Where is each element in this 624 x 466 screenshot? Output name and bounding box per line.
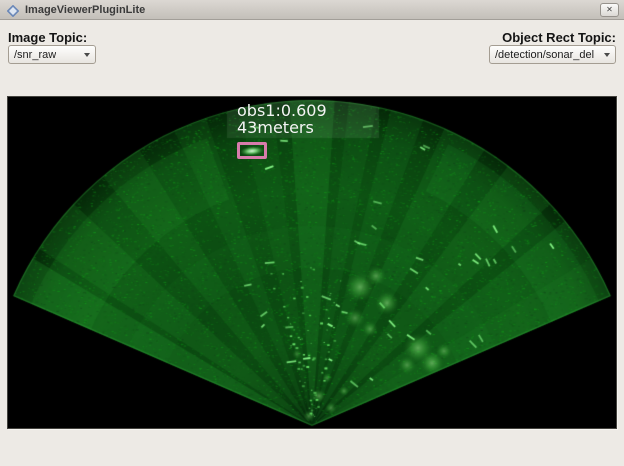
window-titlebar[interactable]: ImageViewerPluginLite ✕ bbox=[0, 0, 624, 20]
detection-range-text: 43meters bbox=[237, 118, 314, 137]
window-title: ImageViewerPluginLite bbox=[25, 3, 146, 16]
image-topic-dropdown[interactable]: /snr_raw bbox=[8, 45, 96, 64]
chevron-down-icon bbox=[84, 52, 90, 57]
close-button[interactable]: ✕ bbox=[600, 3, 619, 17]
object-rect-topic-value: /detection/sonar_del bbox=[495, 48, 595, 61]
object-rect-topic-label: Object Rect Topic: bbox=[502, 30, 616, 45]
image-topic-value: /snr_raw bbox=[14, 48, 57, 61]
object-rect-topic-dropdown[interactable]: /detection/sonar_del bbox=[489, 45, 616, 64]
detection-bounding-box bbox=[237, 142, 267, 159]
sonar-image bbox=[8, 97, 616, 428]
window-icon bbox=[6, 4, 20, 17]
sonar-panel: obs1:0.609 43meters bbox=[7, 96, 617, 429]
chevron-down-icon bbox=[604, 52, 610, 57]
detection-annotation: obs1:0.609 43meters bbox=[237, 102, 327, 136]
detection-confidence-text: obs1:0.609 bbox=[237, 101, 327, 120]
close-icon: ✕ bbox=[606, 5, 613, 14]
image-topic-label: Image Topic: bbox=[8, 30, 88, 45]
